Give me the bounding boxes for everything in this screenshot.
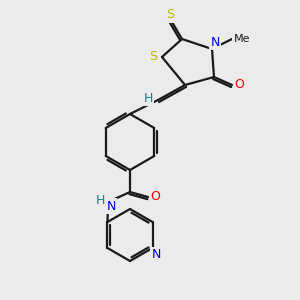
Text: N: N: [210, 35, 220, 49]
Text: S: S: [166, 8, 174, 22]
Text: N: N: [106, 200, 116, 212]
Text: O: O: [234, 79, 244, 92]
Text: S: S: [149, 50, 157, 64]
Text: N: N: [152, 248, 161, 262]
Text: O: O: [150, 190, 160, 203]
Text: H: H: [95, 194, 105, 208]
Text: H: H: [143, 92, 153, 104]
Text: Me: Me: [234, 34, 250, 44]
